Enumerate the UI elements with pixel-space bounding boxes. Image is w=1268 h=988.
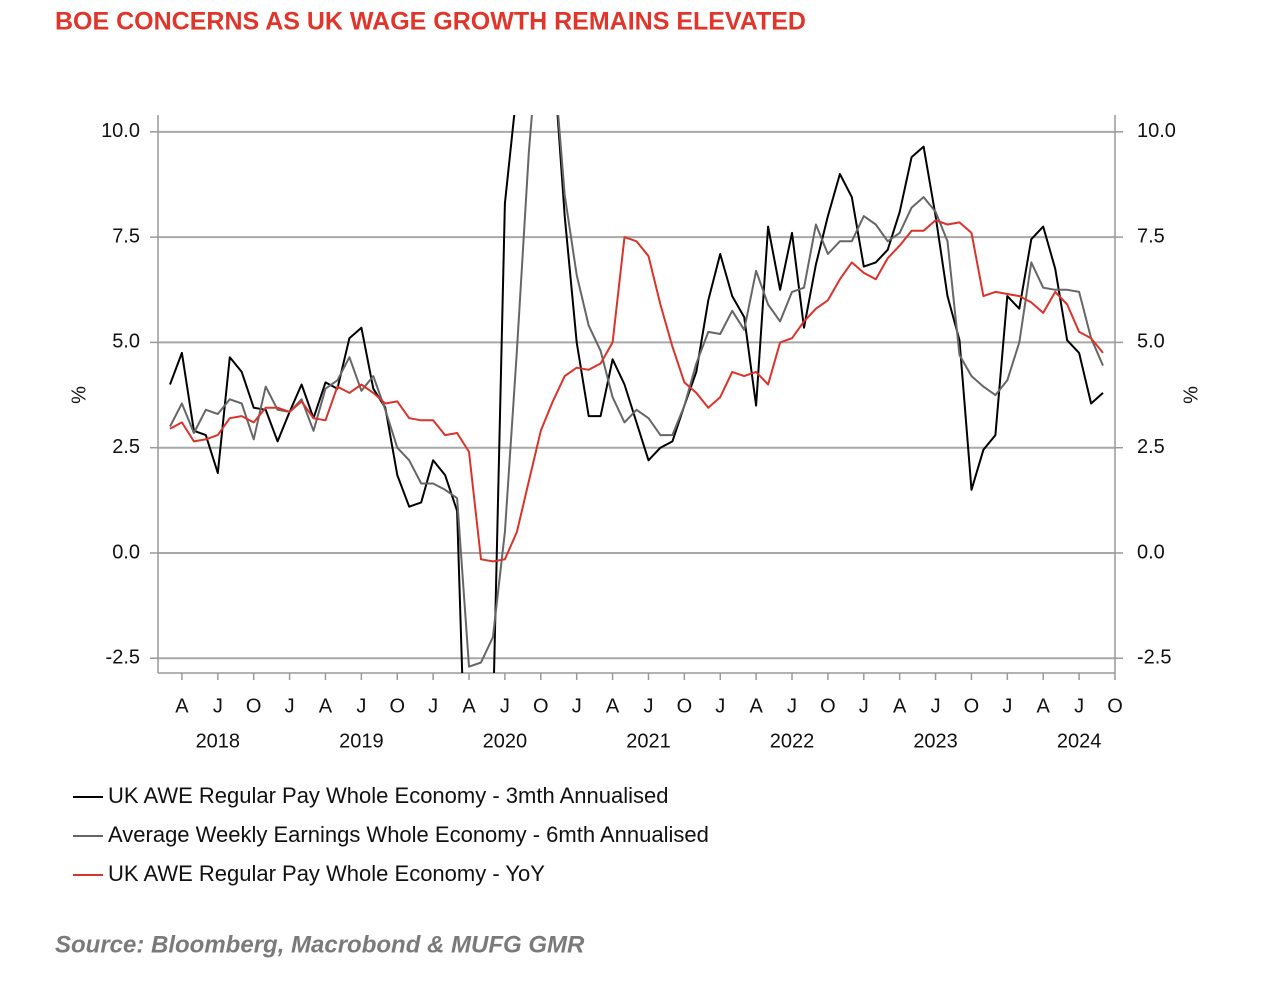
y-tick-label: 2.5	[112, 436, 140, 458]
x-tick-label: A	[606, 695, 620, 717]
x-tick-label: A	[893, 695, 907, 717]
chart-title: BOE CONCERNS AS UK WAGE GROWTH REMAINS E…	[55, 8, 806, 36]
plot-area	[169, 115, 1104, 673]
x-tick-label: J	[643, 695, 653, 717]
legend-label: UK AWE Regular Pay Whole Economy - YoY	[108, 861, 545, 886]
legend-label: Average Weekly Earnings Whole Economy - …	[108, 822, 709, 847]
x-tick-label: O	[677, 695, 693, 717]
year-label: 2023	[913, 730, 958, 752]
y-tick-label: 7.5	[112, 225, 140, 247]
year-label: 2024	[1057, 730, 1102, 752]
x-tick-label: A	[1037, 695, 1051, 717]
y2-axis-label: %	[1180, 386, 1202, 404]
x-tick-label: A	[749, 695, 763, 717]
source: Source: Bloomberg, Macrobond & MUFG GMR	[55, 931, 585, 958]
y-tick-label: -2.5	[106, 647, 140, 669]
x-tick-label: J	[213, 695, 223, 717]
y2-tick-label: 0.0	[1137, 541, 1165, 563]
y-axis-label: %	[68, 386, 90, 404]
x-tick-label: O	[820, 695, 836, 717]
y2-tick-label: 5.0	[1137, 331, 1165, 353]
legend-label: UK AWE Regular Pay Whole Economy - 3mth …	[108, 783, 668, 808]
x-tick-label: J	[500, 695, 510, 717]
x-tick-label: J	[931, 695, 941, 717]
x-tick-label: J	[428, 695, 438, 717]
year-label: 2018	[196, 730, 241, 752]
x-tick-label: J	[715, 695, 725, 717]
y2-tick-label: -2.5	[1137, 647, 1171, 669]
year-label: 2019	[339, 730, 384, 752]
x-tick-label: O	[964, 695, 980, 717]
y2-tick-label: 2.5	[1137, 436, 1165, 458]
x-tick-label: J	[285, 695, 295, 717]
y2-tick-label: 10.0	[1137, 120, 1176, 142]
x-tick-label: J	[356, 695, 366, 717]
series-line	[169, 219, 1104, 563]
x-tick-label: A	[319, 695, 333, 717]
x-tick-label: O	[246, 695, 262, 717]
x-tick-label: J	[572, 695, 582, 717]
year-label: 2022	[770, 730, 815, 752]
x-tick-label: O	[1107, 695, 1123, 717]
x-tick-label: J	[1074, 695, 1084, 717]
y-tick-label: 5.0	[112, 331, 140, 353]
y-tick-label: 0.0	[112, 541, 140, 563]
series-line	[169, 115, 1104, 668]
x-tick-label: A	[175, 695, 189, 717]
x-tick-label: O	[389, 695, 405, 717]
y2-tick-label: 7.5	[1137, 225, 1165, 247]
x-tick-label: J	[1002, 695, 1012, 717]
x-tick-label: O	[533, 695, 549, 717]
year-label: 2021	[626, 730, 671, 752]
x-tick-label: A	[462, 695, 476, 717]
series-line	[169, 115, 1104, 673]
x-tick-label: J	[859, 695, 869, 717]
year-label: 2020	[483, 730, 528, 752]
x-tick-label: J	[787, 695, 797, 717]
y-tick-label: 10.0	[101, 120, 140, 142]
